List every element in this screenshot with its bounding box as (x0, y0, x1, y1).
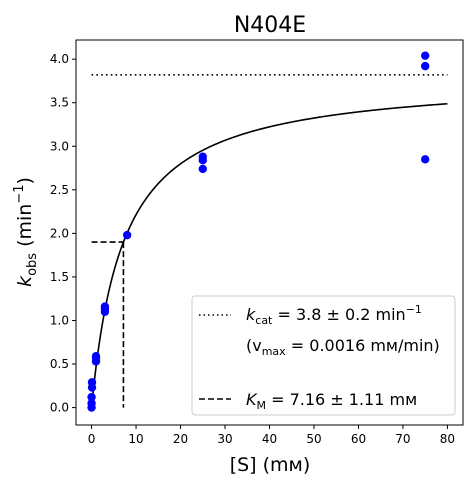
x-tick-label: 40 (262, 432, 277, 446)
x-tick-label: 0 (88, 432, 96, 446)
data-point (420, 155, 430, 164)
x-tick-label: 80 (440, 432, 455, 446)
y-tick-label: 2.0 (50, 226, 69, 240)
data-point (91, 351, 101, 361)
data-point (198, 152, 207, 161)
data-point (87, 378, 97, 387)
legend-box (191, 295, 456, 416)
x-tick-label: 60 (351, 432, 366, 446)
data-point (100, 302, 110, 311)
data-point (87, 392, 96, 402)
plot-area (87, 51, 448, 412)
y-tick-label: 0.0 (50, 401, 69, 415)
x-axis-label: [S] (mм) (230, 454, 311, 476)
y-tick-label: 3.5 (50, 96, 69, 110)
data-point (420, 51, 430, 60)
x-tick-label: 70 (395, 432, 410, 446)
legend-km-label: KM = 7.16 ± 1.11 mм (246, 390, 417, 412)
y-tick-label: 1.5 (50, 270, 69, 284)
y-tick-label: 0.5 (50, 357, 69, 371)
data-point (87, 399, 96, 408)
y-tick-label: 4.0 (50, 52, 69, 66)
x-tick-label: 30 (217, 432, 232, 446)
data-point (122, 230, 132, 240)
data-point (420, 61, 430, 71)
x-tick-label: 10 (128, 432, 143, 446)
y-axis: 0.0 0.5 1.0 1.5 2.0 2.5 3.0 3.5 4.0 (50, 52, 76, 415)
fit-curve (90, 102, 448, 408)
legend-vmax-label: (vmax = 0.0016 mм/min) (246, 336, 440, 358)
legend-kcat-label: kcat = 3.8 ± 0.2 min−1 (246, 303, 422, 327)
y-tick-label: 2.5 (50, 183, 69, 197)
x-tick-label: 20 (173, 432, 188, 446)
y-tick-label: 1.0 (50, 313, 69, 327)
chart-title: N404E (234, 13, 306, 38)
data-point (198, 164, 207, 174)
y-axis-label: kobs (min−1) (12, 177, 40, 287)
legend: kcat = 3.8 ± 0.2 min−1 (vmax = 0.0016 mм… (191, 295, 456, 416)
x-axis: 0 10 20 30 40 50 60 70 80 (88, 425, 455, 446)
y-tick-label: 3.0 (50, 139, 69, 153)
x-tick-label: 50 (306, 432, 321, 446)
